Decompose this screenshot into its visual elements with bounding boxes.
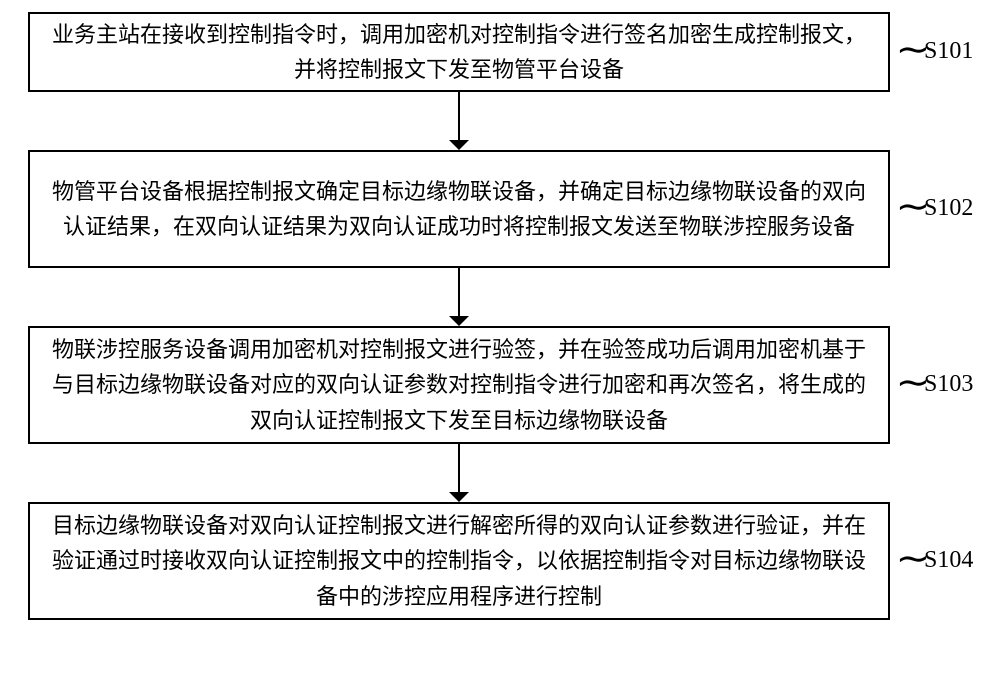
step-label-S102: S102 bbox=[924, 195, 973, 222]
arrow-head-icon bbox=[449, 140, 469, 150]
step-label-S101: S101 bbox=[924, 38, 973, 65]
step-box-S104: 目标边缘物联设备对双向认证控制报文进行解密所得的双向认证参数进行验证，并在验证通… bbox=[28, 502, 890, 620]
step-box-S101: 业务主站在接收到控制指令时，调用加密机对控制指令进行签名加密生成控制报文，并将控… bbox=[28, 12, 890, 92]
arrow-line bbox=[458, 92, 460, 140]
arrow-line bbox=[458, 444, 460, 492]
arrow-head-icon bbox=[449, 492, 469, 502]
step-label-S104: S104 bbox=[924, 547, 973, 574]
arrow-head-icon bbox=[449, 316, 469, 326]
step-text: 目标边缘物联设备对双向认证控制报文进行解密所得的双向认证参数进行验证，并在验证通… bbox=[48, 508, 870, 614]
step-label-S103: S103 bbox=[924, 371, 973, 398]
step-box-S102: 物管平台设备根据控制报文确定目标边缘物联设备，并确定目标边缘物联设备的双向认证结… bbox=[28, 150, 890, 268]
step-box-S103: 物联涉控服务设备调用加密机对控制报文进行验签，并在验签成功后调用加密机基于与目标… bbox=[28, 326, 890, 444]
step-text: 物管平台设备根据控制报文确定目标边缘物联设备，并确定目标边缘物联设备的双向认证结… bbox=[48, 174, 870, 244]
step-text: 业务主站在接收到控制指令时，调用加密机对控制指令进行签名加密生成控制报文，并将控… bbox=[48, 17, 870, 87]
step-text: 物联涉控服务设备调用加密机对控制报文进行验签，并在验签成功后调用加密机基于与目标… bbox=[48, 332, 870, 438]
flowchart-container: 业务主站在接收到控制指令时，调用加密机对控制指令进行签名加密生成控制报文，并将控… bbox=[0, 0, 1000, 680]
arrow-line bbox=[458, 268, 460, 316]
